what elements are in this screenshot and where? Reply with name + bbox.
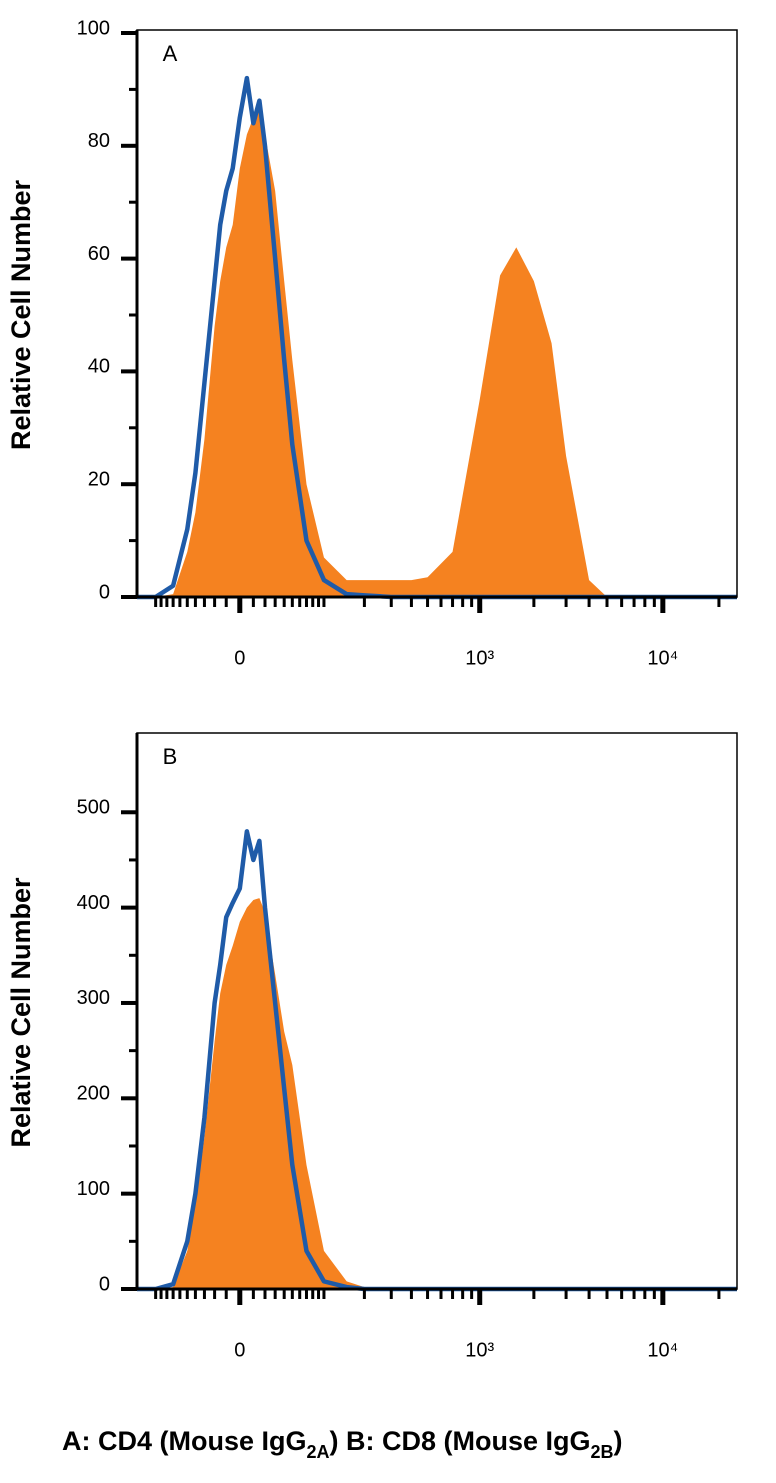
caption-part: ) B: CD8 (Mouse IgG [330, 1426, 591, 1456]
panel-label: A [163, 41, 178, 66]
y-tick-label: 0 [99, 1273, 110, 1295]
y-tick-label: 100 [77, 1178, 110, 1200]
x-tick-label: 10³ [465, 647, 494, 669]
panel: 0 20 40 60 80 100 0 10³ 10⁴ A Relative Cell Number [6, 17, 738, 669]
caption-part: ) [614, 1426, 623, 1456]
caption-subscript: 2B [591, 1442, 614, 1462]
panel-label: B [163, 744, 178, 769]
y-tick-label: 80 [88, 130, 110, 152]
y-tick-label: 60 [88, 243, 110, 265]
y-tick-label: 300 [77, 987, 110, 1009]
x-tick-label: 0 [234, 647, 245, 669]
caption-subscript: 2A [307, 1442, 330, 1462]
caption-part: A: CD4 (Mouse IgG [62, 1426, 307, 1456]
y-tick-label: 20 [88, 468, 110, 490]
x-tick-label: 10⁴ [647, 1339, 678, 1361]
x-tick-label: 10³ [465, 1339, 494, 1361]
histogram-area [137, 111, 737, 598]
y-tick-label: 100 [77, 17, 110, 39]
y-tick-label: 200 [77, 1083, 110, 1105]
histogram-area [137, 898, 737, 1289]
y-tick-label: 40 [88, 356, 110, 378]
x-tick-label: 0 [234, 1339, 245, 1361]
y-tick-label: 0 [99, 581, 110, 603]
y-axis-label: Relative Cell Number [6, 877, 36, 1148]
y-tick-label: 400 [77, 892, 110, 914]
y-tick-label: 500 [77, 797, 110, 819]
caption: A: CD4 (Mouse IgG2A) B: CD8 (Mouse IgG2B… [62, 1426, 623, 1462]
panel: 0 100 200 300 400 500 0 10³ 10⁴ B Relative Cell Nu… [6, 732, 738, 1361]
x-tick-label: 10⁴ [647, 647, 678, 669]
y-axis-label: Relative Cell Number [6, 179, 36, 450]
